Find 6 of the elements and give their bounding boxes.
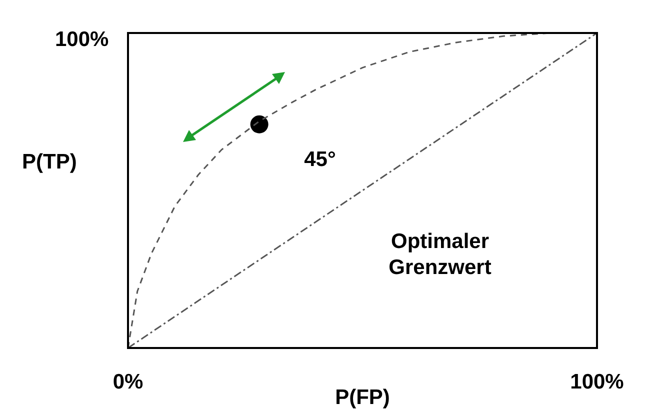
annotation: 45° — [304, 148, 336, 171]
text: 100% — [55, 28, 110, 51]
x-axis-title: P(FP) — [335, 386, 390, 409]
y-axis-title: P(TP) — [22, 150, 77, 174]
x-tick-label: 0% — [112, 370, 144, 394]
annotation: Optimaler Grenzwert — [388, 230, 492, 279]
